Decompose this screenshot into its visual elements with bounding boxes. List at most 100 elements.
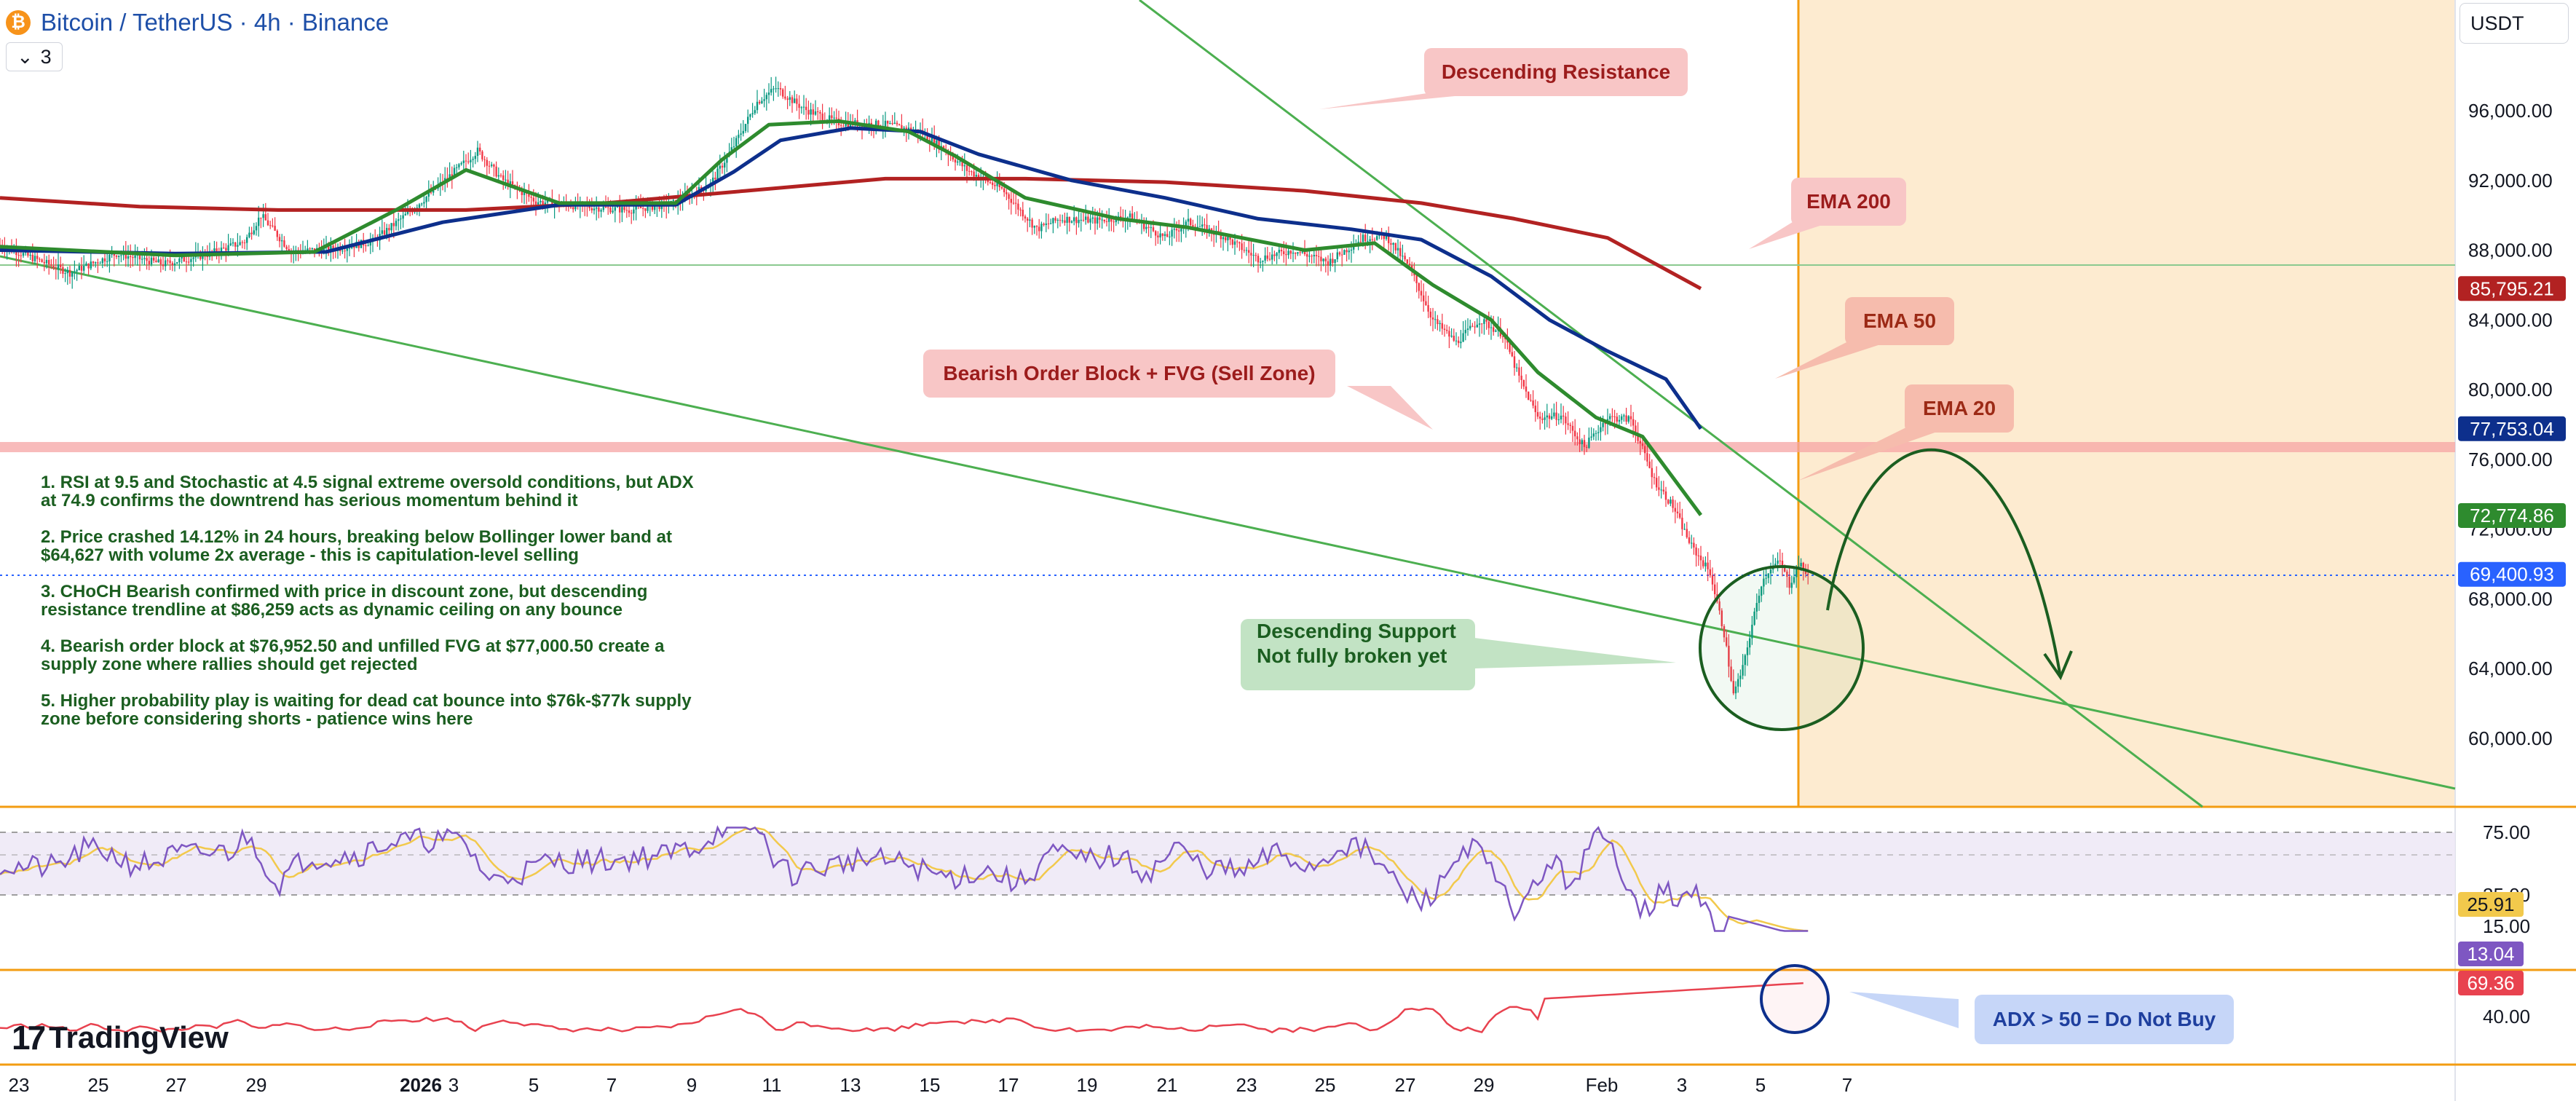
candle-body — [83, 265, 85, 271]
candle-body — [43, 261, 45, 264]
currency-selector[interactable]: USDT — [2460, 3, 2569, 44]
candle-body — [1089, 218, 1091, 223]
price-label-badge — [2458, 276, 2566, 301]
candle-body — [973, 171, 975, 177]
ema200-pointer — [1749, 218, 1842, 249]
candle-body — [1511, 352, 1513, 357]
candle-body — [1029, 219, 1031, 221]
candle-body — [1260, 261, 1262, 263]
candle-body — [1481, 323, 1483, 325]
candle-body — [157, 259, 159, 263]
candle-body — [1017, 203, 1019, 210]
price-label-badge — [2458, 502, 2566, 528]
candle-body — [1131, 213, 1134, 221]
candle-body — [596, 207, 598, 209]
candle-body — [551, 199, 553, 208]
candle-body — [1353, 245, 1355, 250]
note-1: 1. RSI at 9.5 and Stochastic at 4.5 sign… — [41, 473, 694, 510]
candle-body — [891, 123, 893, 125]
candle-body — [1656, 478, 1658, 488]
candle-body — [542, 200, 544, 205]
candle-body — [534, 201, 537, 205]
candle-body — [829, 115, 831, 121]
candle-body — [1113, 221, 1115, 223]
candle-body — [1753, 611, 1755, 625]
candle-body — [1553, 412, 1555, 417]
candle-body — [1027, 218, 1029, 221]
tradingview-logo[interactable]: 17 TradingView — [12, 1018, 229, 1057]
candle-body — [742, 130, 744, 134]
candle-body — [775, 88, 777, 90]
time-tick-label: 3 — [449, 1074, 459, 1096]
candle-body — [99, 263, 101, 264]
candle-body — [1322, 259, 1324, 261]
candle-body — [1390, 242, 1392, 245]
candle-body — [1639, 441, 1641, 444]
chart-header[interactable]: ₿ Bitcoin / TetherUS · 4h · Binance — [6, 4, 389, 41]
candle-body — [889, 123, 891, 125]
candle-body — [1597, 432, 1600, 433]
candle-body — [1595, 433, 1597, 434]
candle-body — [1532, 400, 1534, 406]
candle-body — [176, 262, 178, 264]
candle-body — [1453, 336, 1455, 341]
order-block-pointer — [1347, 386, 1433, 430]
candle-body — [532, 197, 534, 202]
support-label-line1: Descending Support — [1257, 620, 1456, 642]
time-tick-label: Feb — [1586, 1074, 1619, 1096]
candle-body — [1541, 418, 1544, 420]
candle-body — [1455, 340, 1458, 342]
time-tick-label: 19 — [1077, 1074, 1098, 1096]
candle-body — [1672, 500, 1674, 508]
candle-body — [262, 214, 264, 218]
candle-body — [1781, 560, 1784, 568]
candle-body — [777, 88, 779, 90]
time-tick-label: 21 — [1157, 1074, 1178, 1096]
candle-body — [1231, 239, 1233, 245]
candle-body — [1161, 233, 1163, 237]
time-tick-label: 2026 — [400, 1074, 442, 1096]
candle-body — [1338, 252, 1341, 255]
candle-body — [1604, 422, 1606, 425]
candle-body — [95, 262, 97, 264]
candle-body — [1408, 264, 1411, 266]
legend-toggle-button[interactable]: ⌄ 3 — [6, 42, 63, 71]
candle-body — [1346, 250, 1348, 253]
candle-body — [143, 258, 146, 259]
adx-line — [0, 982, 1803, 1034]
time-axis[interactable]: 23 25 27 29 2026 3 5 7 9 11 13 15 17 19 21 23 25 27 29 Feb 3… — [9, 1074, 1853, 1096]
candle-body — [893, 122, 896, 125]
candle-body — [1198, 226, 1201, 228]
candle-body — [146, 258, 148, 261]
candle-body — [959, 161, 961, 162]
candle-body — [621, 207, 623, 213]
candle-body — [833, 117, 835, 119]
candle-body — [1192, 225, 1194, 227]
price-axis[interactable]: 96,000.00 92,000.00 88,000.00 84,000.00 80,0… — [2468, 100, 2553, 749]
candle-body — [274, 226, 276, 231]
candle-body — [87, 263, 90, 269]
candle-body — [819, 111, 821, 114]
candle-body — [1786, 571, 1788, 577]
bitcoin-coin-icon: ₿ — [6, 10, 31, 35]
candle-body — [425, 197, 427, 202]
candle-body — [1464, 329, 1466, 334]
candle-body — [831, 115, 833, 119]
candle-body — [255, 226, 258, 231]
candle-body — [1525, 386, 1528, 392]
candle-body — [505, 179, 507, 181]
symbol-title[interactable]: Bitcoin / TetherUS · 4h · Binance — [41, 9, 390, 36]
candle-body — [756, 101, 759, 111]
candle-body — [763, 99, 765, 101]
candle-body — [786, 98, 789, 100]
candle-body — [1676, 511, 1679, 513]
candle-body — [907, 127, 910, 131]
candle-body — [1460, 342, 1462, 344]
candle-body — [619, 206, 621, 213]
candle-body — [1075, 217, 1078, 224]
note-2: 2. Price crashed 14.12% in 24 hours, bre… — [41, 527, 672, 565]
candle-body — [348, 248, 351, 249]
candle-body — [1303, 251, 1306, 255]
candle-body — [1097, 217, 1099, 224]
